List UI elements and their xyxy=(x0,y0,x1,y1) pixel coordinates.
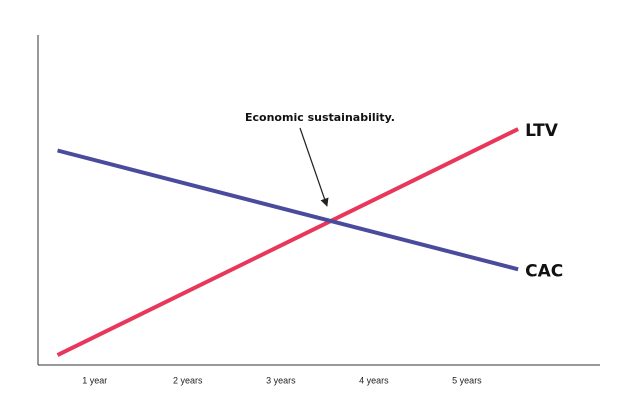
x-tick-label: 2 years xyxy=(173,375,203,385)
series-label: LTV xyxy=(525,121,559,141)
series-line xyxy=(57,148,519,272)
x-tick-label: 3 years xyxy=(266,375,296,385)
x-tick-label: 1 year xyxy=(82,375,107,385)
series-label: CAC xyxy=(525,261,563,281)
annotation-arrow xyxy=(299,127,329,207)
series-line xyxy=(56,127,520,357)
x-tick-label: 5 years xyxy=(452,375,482,385)
x-tick-label: 4 years xyxy=(359,375,389,385)
annotation: Economic sustainability. xyxy=(245,111,395,124)
